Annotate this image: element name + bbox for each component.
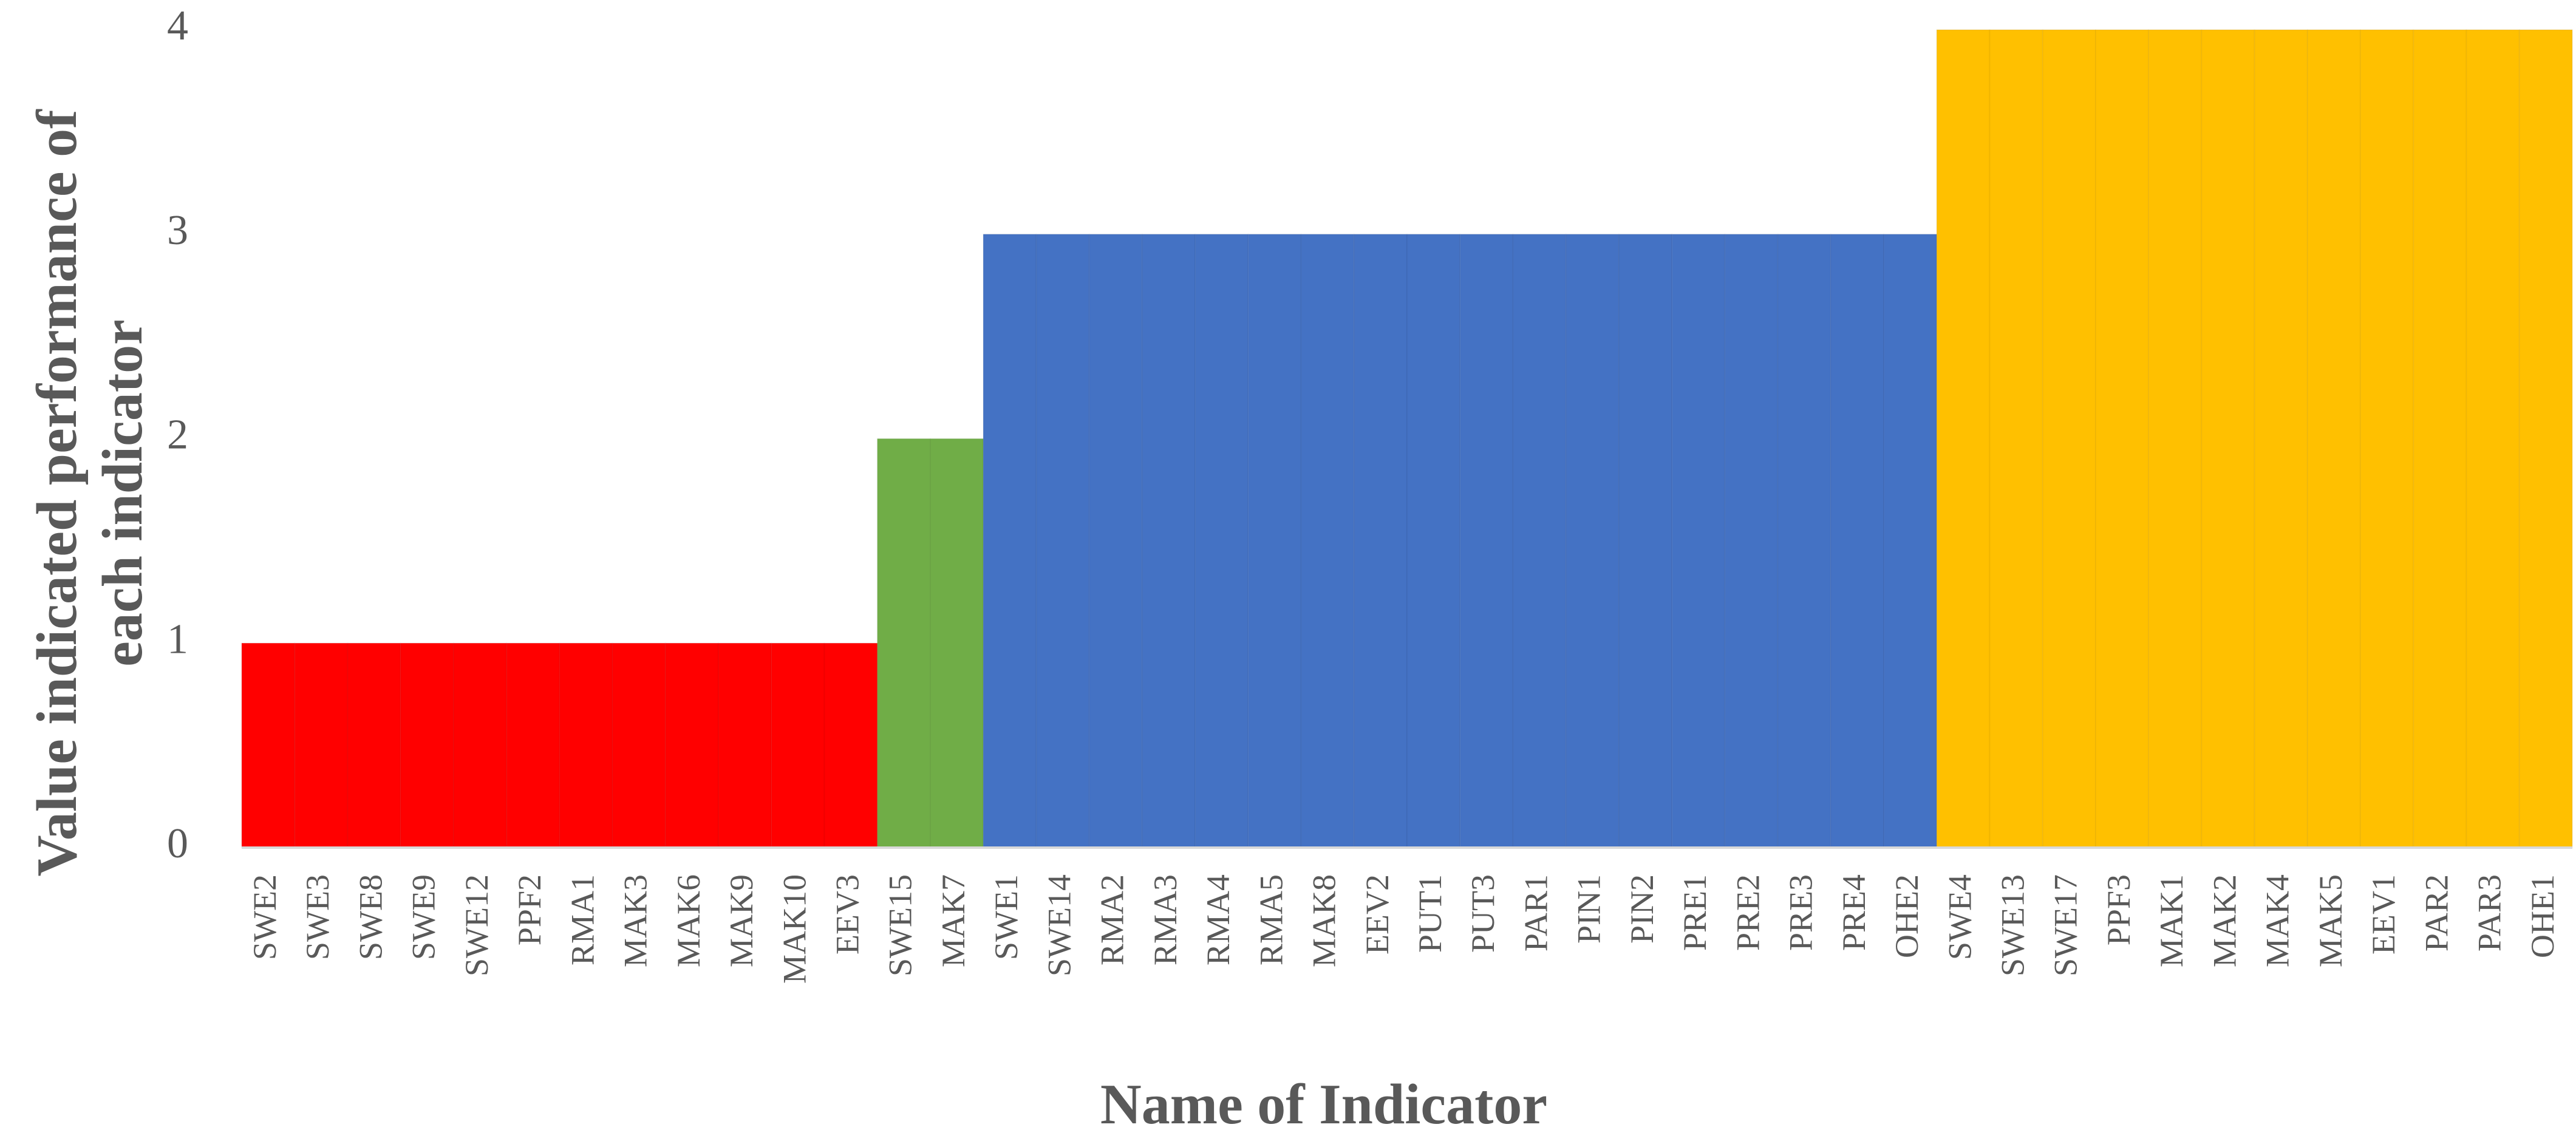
x-tick-label: SWE12 bbox=[458, 874, 495, 976]
x-tick-label: MAK10 bbox=[776, 874, 813, 984]
bar bbox=[1353, 233, 1408, 848]
y-axis-title: Value indicated performance of each indi… bbox=[26, 109, 154, 876]
x-tick-label: PUT1 bbox=[1412, 874, 1448, 953]
bar bbox=[1724, 233, 1779, 848]
x-tick-label: MAK2 bbox=[2206, 874, 2243, 967]
bar bbox=[1194, 233, 1249, 848]
x-tick-label: MAK9 bbox=[723, 874, 760, 967]
bar bbox=[664, 642, 720, 848]
x-tick-label: SWE3 bbox=[299, 874, 336, 960]
bar bbox=[347, 642, 401, 848]
x-tick-label: MAK8 bbox=[1306, 874, 1343, 967]
bar bbox=[983, 233, 1037, 848]
x-axis-title: Name of Indicator bbox=[1100, 1073, 1547, 1136]
x-tick-label: SWE13 bbox=[1995, 874, 2031, 976]
x-tick-label: EEV2 bbox=[1359, 874, 1395, 955]
x-tick-label: SWE2 bbox=[247, 874, 283, 960]
x-tick-label: SWE17 bbox=[2048, 874, 2084, 976]
bar bbox=[2360, 29, 2414, 848]
y-tick-label: 3 bbox=[167, 207, 188, 254]
bar bbox=[400, 642, 454, 848]
x-tick-label: MAK4 bbox=[2260, 874, 2296, 967]
y-axis-title-line: Value indicated performance of bbox=[26, 109, 89, 876]
bar bbox=[1512, 233, 1567, 848]
y-axis-title-line: each indicator bbox=[91, 319, 154, 667]
bar bbox=[1565, 233, 1620, 848]
y-tick-label: 1 bbox=[167, 616, 188, 662]
x-tick-label: OHE1 bbox=[2524, 874, 2561, 958]
bar bbox=[718, 642, 772, 848]
x-tick-label: SWE1 bbox=[988, 874, 1024, 960]
bar bbox=[929, 438, 984, 848]
x-tick-label: PRE2 bbox=[1729, 874, 1766, 951]
x-tick-label: EEV1 bbox=[2365, 874, 2402, 955]
bar bbox=[2413, 29, 2467, 848]
bar bbox=[1618, 233, 1673, 848]
x-tick-label: PAR1 bbox=[1518, 874, 1554, 951]
bar bbox=[506, 642, 561, 848]
x-tick-label: MAK1 bbox=[2153, 874, 2190, 967]
x-tick-label: PAR2 bbox=[2418, 874, 2455, 951]
x-tick-label: RMA2 bbox=[1094, 874, 1131, 965]
bar bbox=[1406, 233, 1461, 848]
bar bbox=[452, 642, 508, 848]
x-tick-label: SWE14 bbox=[1041, 874, 1077, 976]
bar bbox=[2518, 29, 2574, 848]
bar bbox=[2094, 29, 2150, 848]
bar bbox=[612, 642, 666, 848]
bar bbox=[1141, 233, 1196, 848]
bar bbox=[1777, 233, 1831, 848]
x-tick-label: PRE3 bbox=[1783, 874, 1819, 951]
bar bbox=[1936, 29, 1991, 848]
x-tick-label: RMA1 bbox=[564, 874, 601, 965]
bar bbox=[1883, 233, 1938, 848]
x-tick-label: MAK5 bbox=[2312, 874, 2349, 967]
x-tick-label: PPF2 bbox=[511, 874, 548, 945]
bar bbox=[1088, 233, 1143, 848]
x-tick-label: SWE8 bbox=[352, 874, 389, 960]
bar bbox=[823, 642, 878, 848]
bar bbox=[2465, 29, 2520, 848]
bar bbox=[876, 438, 931, 848]
x-tick-label: PRE4 bbox=[1836, 874, 1872, 951]
x-tick-label: SWE15 bbox=[882, 874, 919, 976]
y-tick-label: 4 bbox=[167, 2, 188, 49]
x-tick-label: MAK6 bbox=[670, 874, 707, 967]
bar bbox=[2254, 29, 2308, 848]
bar bbox=[241, 642, 296, 848]
bar bbox=[2148, 29, 2203, 848]
x-tick-label: RMA4 bbox=[1200, 874, 1236, 965]
x-tick-label: RMA3 bbox=[1147, 874, 1184, 965]
bar bbox=[1247, 233, 1302, 848]
bar bbox=[2306, 29, 2362, 848]
x-tick-label: EEV3 bbox=[830, 874, 866, 955]
x-tick-label: PIN2 bbox=[1624, 874, 1660, 944]
x-tick-label: PPF3 bbox=[2101, 874, 2137, 945]
bar bbox=[1300, 233, 1355, 848]
bar bbox=[1830, 233, 1885, 848]
y-tick-label: 0 bbox=[167, 820, 188, 867]
bar bbox=[2201, 29, 2255, 848]
x-tick-label: MAK3 bbox=[618, 874, 654, 967]
x-tick-label: PAR3 bbox=[2472, 874, 2508, 951]
x-tick-label: PIN1 bbox=[1571, 874, 1607, 944]
x-tick-label: OHE2 bbox=[1889, 874, 1925, 958]
x-tick-label: PUT3 bbox=[1465, 874, 1501, 953]
x-tick-label: MAK7 bbox=[935, 874, 972, 967]
bar bbox=[771, 642, 825, 848]
x-tick-label: RMA5 bbox=[1253, 874, 1289, 965]
bar bbox=[2042, 29, 2096, 848]
x-tick-label: SWE4 bbox=[1941, 874, 1978, 960]
bar bbox=[1989, 29, 2043, 848]
bar bbox=[559, 642, 613, 848]
x-tick-label: SWE9 bbox=[406, 874, 442, 960]
bar bbox=[1459, 233, 1514, 848]
bar bbox=[1035, 233, 1090, 848]
x-tick-label: PRE1 bbox=[1677, 874, 1713, 951]
bar bbox=[294, 642, 349, 848]
y-tick-label: 2 bbox=[167, 412, 188, 458]
bar bbox=[1671, 233, 1726, 848]
